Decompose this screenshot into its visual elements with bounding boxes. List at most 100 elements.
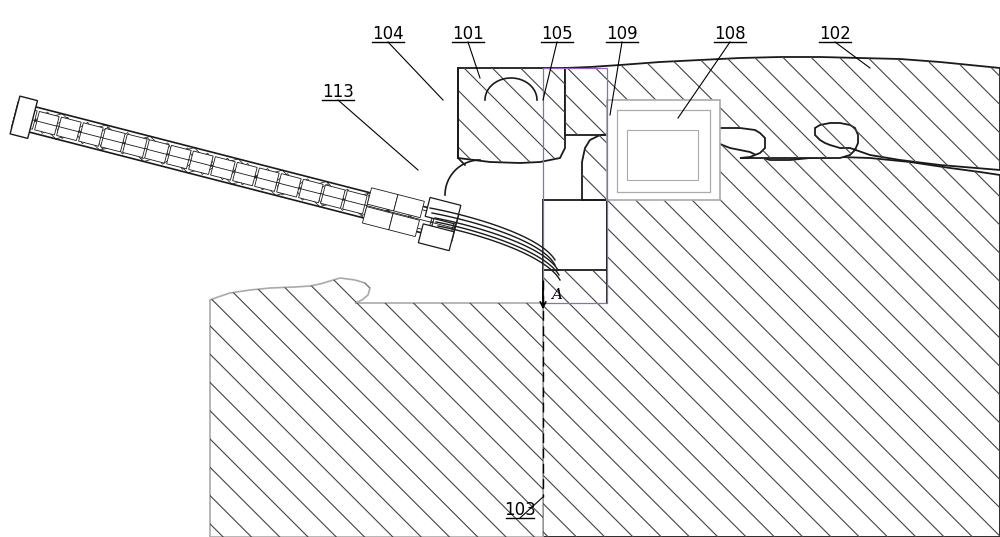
- Polygon shape: [315, 184, 335, 197]
- Polygon shape: [435, 215, 455, 228]
- Polygon shape: [35, 112, 55, 125]
- Polygon shape: [147, 140, 169, 154]
- Polygon shape: [81, 123, 103, 137]
- Polygon shape: [135, 137, 155, 151]
- Polygon shape: [57, 126, 79, 141]
- Polygon shape: [115, 133, 135, 146]
- Polygon shape: [355, 194, 375, 207]
- Polygon shape: [95, 135, 115, 149]
- Polygon shape: [235, 171, 255, 185]
- Polygon shape: [13, 114, 35, 129]
- Polygon shape: [101, 137, 123, 152]
- Polygon shape: [195, 153, 215, 166]
- Polygon shape: [15, 106, 37, 120]
- Polygon shape: [95, 127, 115, 141]
- Polygon shape: [431, 222, 453, 237]
- Polygon shape: [299, 188, 321, 203]
- Polygon shape: [362, 207, 393, 230]
- Polygon shape: [607, 100, 720, 200]
- Polygon shape: [365, 205, 387, 220]
- Polygon shape: [255, 169, 275, 182]
- Polygon shape: [323, 185, 345, 200]
- Polygon shape: [59, 117, 81, 132]
- Polygon shape: [433, 213, 455, 228]
- Polygon shape: [295, 187, 315, 200]
- Polygon shape: [103, 128, 125, 143]
- Polygon shape: [233, 171, 255, 186]
- Text: 105: 105: [541, 25, 573, 43]
- Text: 108: 108: [714, 25, 746, 43]
- Polygon shape: [458, 68, 565, 163]
- Polygon shape: [175, 148, 195, 161]
- Text: 102: 102: [819, 25, 851, 43]
- Polygon shape: [367, 188, 398, 211]
- Polygon shape: [345, 191, 367, 205]
- Polygon shape: [295, 179, 315, 192]
- Polygon shape: [37, 112, 59, 126]
- Polygon shape: [411, 207, 433, 222]
- Polygon shape: [210, 278, 543, 537]
- Polygon shape: [415, 217, 435, 231]
- Text: 113: 113: [322, 83, 354, 101]
- Text: 104: 104: [372, 25, 404, 43]
- Polygon shape: [211, 165, 233, 180]
- Polygon shape: [215, 158, 235, 171]
- Polygon shape: [409, 216, 431, 231]
- Polygon shape: [155, 143, 175, 156]
- Polygon shape: [12, 103, 458, 241]
- Polygon shape: [79, 132, 101, 146]
- Polygon shape: [115, 141, 135, 154]
- Polygon shape: [191, 151, 213, 165]
- Polygon shape: [257, 168, 279, 183]
- Polygon shape: [335, 189, 355, 202]
- Polygon shape: [15, 115, 35, 128]
- Polygon shape: [255, 177, 275, 190]
- Polygon shape: [277, 183, 299, 197]
- Polygon shape: [395, 213, 415, 226]
- Polygon shape: [10, 96, 37, 139]
- Polygon shape: [335, 197, 355, 211]
- Polygon shape: [75, 122, 95, 135]
- Polygon shape: [375, 199, 395, 213]
- Polygon shape: [315, 192, 335, 205]
- Polygon shape: [375, 207, 395, 221]
- Polygon shape: [125, 134, 147, 149]
- Polygon shape: [155, 151, 175, 164]
- Polygon shape: [387, 211, 409, 226]
- Polygon shape: [343, 199, 365, 214]
- Polygon shape: [255, 177, 277, 191]
- Polygon shape: [195, 161, 215, 175]
- Polygon shape: [415, 209, 435, 223]
- Polygon shape: [169, 146, 191, 160]
- Polygon shape: [321, 194, 343, 208]
- Polygon shape: [389, 202, 411, 216]
- Polygon shape: [235, 163, 255, 177]
- Text: 103: 103: [504, 501, 536, 519]
- Polygon shape: [75, 130, 95, 144]
- Polygon shape: [275, 182, 295, 195]
- Polygon shape: [175, 156, 195, 169]
- Polygon shape: [145, 149, 167, 163]
- Polygon shape: [55, 117, 75, 130]
- Polygon shape: [435, 223, 455, 236]
- Polygon shape: [213, 157, 235, 171]
- Polygon shape: [627, 130, 698, 180]
- Polygon shape: [394, 194, 424, 217]
- Polygon shape: [275, 173, 295, 187]
- Polygon shape: [367, 196, 389, 211]
- Polygon shape: [395, 205, 415, 217]
- Polygon shape: [418, 224, 454, 251]
- Text: A: A: [551, 288, 562, 302]
- Polygon shape: [425, 198, 461, 224]
- Polygon shape: [279, 173, 301, 188]
- Polygon shape: [35, 120, 55, 133]
- Polygon shape: [123, 143, 145, 157]
- Polygon shape: [543, 135, 1000, 537]
- Polygon shape: [355, 202, 375, 215]
- Polygon shape: [617, 110, 710, 192]
- Polygon shape: [35, 120, 57, 135]
- Polygon shape: [389, 213, 419, 237]
- Polygon shape: [55, 125, 75, 139]
- Text: 101: 101: [452, 25, 484, 43]
- Polygon shape: [135, 146, 155, 159]
